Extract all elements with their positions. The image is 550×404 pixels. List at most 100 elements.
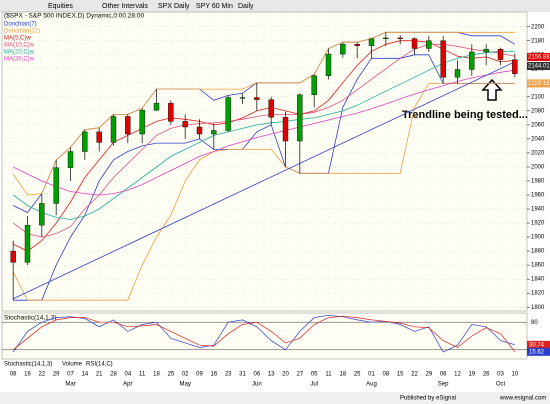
chart-title: ($SPX - S&P 500 INDEX,D) Dynamic,0:00.28… xyxy=(4,13,144,20)
y-tick-label: 80 xyxy=(531,320,538,326)
candle-body xyxy=(497,48,504,60)
candle-body xyxy=(182,121,188,128)
y-tick-label: 2000 xyxy=(531,165,545,171)
donchian-upper xyxy=(12,31,515,196)
price-label: 2156.88 xyxy=(528,55,550,61)
candle-body xyxy=(24,224,31,263)
candle-body xyxy=(440,40,446,78)
x-tick-label: 29 xyxy=(425,372,432,378)
x-tick-label: 06 xyxy=(253,372,260,378)
month-label: Aug xyxy=(366,382,377,388)
candle-body xyxy=(325,53,332,77)
toolbar-item[interactable]: SPX Daily xyxy=(158,3,190,10)
x-tick-label: 26 xyxy=(483,372,490,378)
x-tick-label: 29 xyxy=(53,372,60,378)
month-label: Sep xyxy=(438,382,449,388)
x-tick-label: 09 xyxy=(196,372,203,378)
x-tick-label: 23 xyxy=(225,372,232,378)
x-tick-label: 03 xyxy=(497,372,504,378)
x-tick-label: 01 xyxy=(368,372,375,378)
candle-body xyxy=(268,99,274,118)
candle-body xyxy=(368,38,375,46)
price-label-box xyxy=(527,52,550,61)
candle-body xyxy=(354,44,360,46)
candle-body xyxy=(254,97,260,100)
x-tick-label: 18 xyxy=(153,372,160,378)
candle-body xyxy=(67,151,74,168)
x-tick-label: 31 xyxy=(239,372,246,378)
tab[interactable]: RSI(14,C) xyxy=(86,362,113,368)
value-label-box xyxy=(527,347,550,356)
month-label: Mar xyxy=(65,382,75,388)
x-tick-label: 16 xyxy=(210,372,217,378)
candle-body xyxy=(125,116,131,135)
y-tick-label: 1900 xyxy=(531,235,545,241)
price-label: 2144.01 xyxy=(528,64,550,70)
candle-body xyxy=(211,130,217,135)
candle-body xyxy=(110,116,117,143)
x-tick-label: 08 xyxy=(10,372,17,378)
candle-body xyxy=(168,102,174,122)
value-label: 30.74 xyxy=(529,342,545,348)
y-tick-label: 1840 xyxy=(531,277,545,283)
candle-body xyxy=(39,203,45,226)
x-tick-label: 27 xyxy=(296,372,303,378)
stochastic-line xyxy=(12,315,516,352)
toolbar-item[interactable]: SPY 60 Min xyxy=(196,3,233,10)
month-label: Apr xyxy=(123,382,132,388)
month-label: Oct xyxy=(496,382,506,388)
price-label-box xyxy=(527,79,550,88)
y-tick-label: 2100 xyxy=(531,94,545,100)
x-tick-label: 13 xyxy=(268,372,275,378)
tab[interactable]: Stochastic(14,1,3) xyxy=(4,362,52,368)
x-tick-label: 15 xyxy=(397,372,404,378)
candle-body xyxy=(340,44,346,55)
stochastic-line xyxy=(12,314,515,353)
x-tick-label: 06 xyxy=(440,372,447,378)
candle-body xyxy=(225,97,231,131)
month-label: May xyxy=(179,382,190,388)
x-tick-label: 16 xyxy=(24,372,31,378)
footer-text: Published by eSignal xyxy=(400,396,456,402)
x-tick-label: 21 xyxy=(96,372,103,378)
x-tick-label: 19 xyxy=(468,372,475,378)
annotation: Trendline being tested... xyxy=(402,109,528,121)
x-tick-label: 22 xyxy=(38,372,45,378)
y-tick-label: 2040 xyxy=(531,136,545,142)
x-tick-label: 22 xyxy=(411,372,418,378)
x-tick-label: 18 xyxy=(339,372,346,378)
candle-body xyxy=(239,97,246,99)
candle-body xyxy=(96,131,102,143)
legend-entry: Donchian(7) xyxy=(4,22,37,28)
footer-bar xyxy=(0,392,550,404)
x-tick-label: 12 xyxy=(454,372,461,378)
price-label-box xyxy=(527,61,550,70)
y-tick-label: 2200 xyxy=(531,24,545,30)
candle-body xyxy=(454,69,461,78)
footer-text: www.esignal.com xyxy=(499,396,546,402)
candle-body xyxy=(153,102,160,111)
y-tick-label: 1800 xyxy=(531,305,545,311)
x-tick-label: 04 xyxy=(124,372,131,378)
tab[interactable]: Volume xyxy=(62,362,83,368)
annotation-arrow xyxy=(481,78,503,101)
candle-body xyxy=(469,51,475,70)
candle-body xyxy=(512,59,518,74)
toolbar-item[interactable]: Equities xyxy=(48,3,73,10)
x-tick-label: 25 xyxy=(167,372,174,378)
x-tick-label: 14 xyxy=(81,372,88,378)
y-tick-label: 1820 xyxy=(531,291,545,297)
toolbar-item[interactable]: Other Intervals xyxy=(102,3,148,10)
x-tick-label: 28 xyxy=(110,372,117,378)
candle-body xyxy=(426,40,432,49)
moving-average xyxy=(12,50,515,220)
y-tick-label: 1860 xyxy=(531,263,545,269)
toolbar-item[interactable]: Daily xyxy=(238,3,254,10)
price-panel xyxy=(1,11,528,312)
y-tick-label: 1940 xyxy=(531,207,545,213)
candle-body xyxy=(53,167,59,204)
moving-average xyxy=(13,69,515,196)
toolbar xyxy=(0,0,550,12)
x-tick-label: 10 xyxy=(511,372,518,378)
